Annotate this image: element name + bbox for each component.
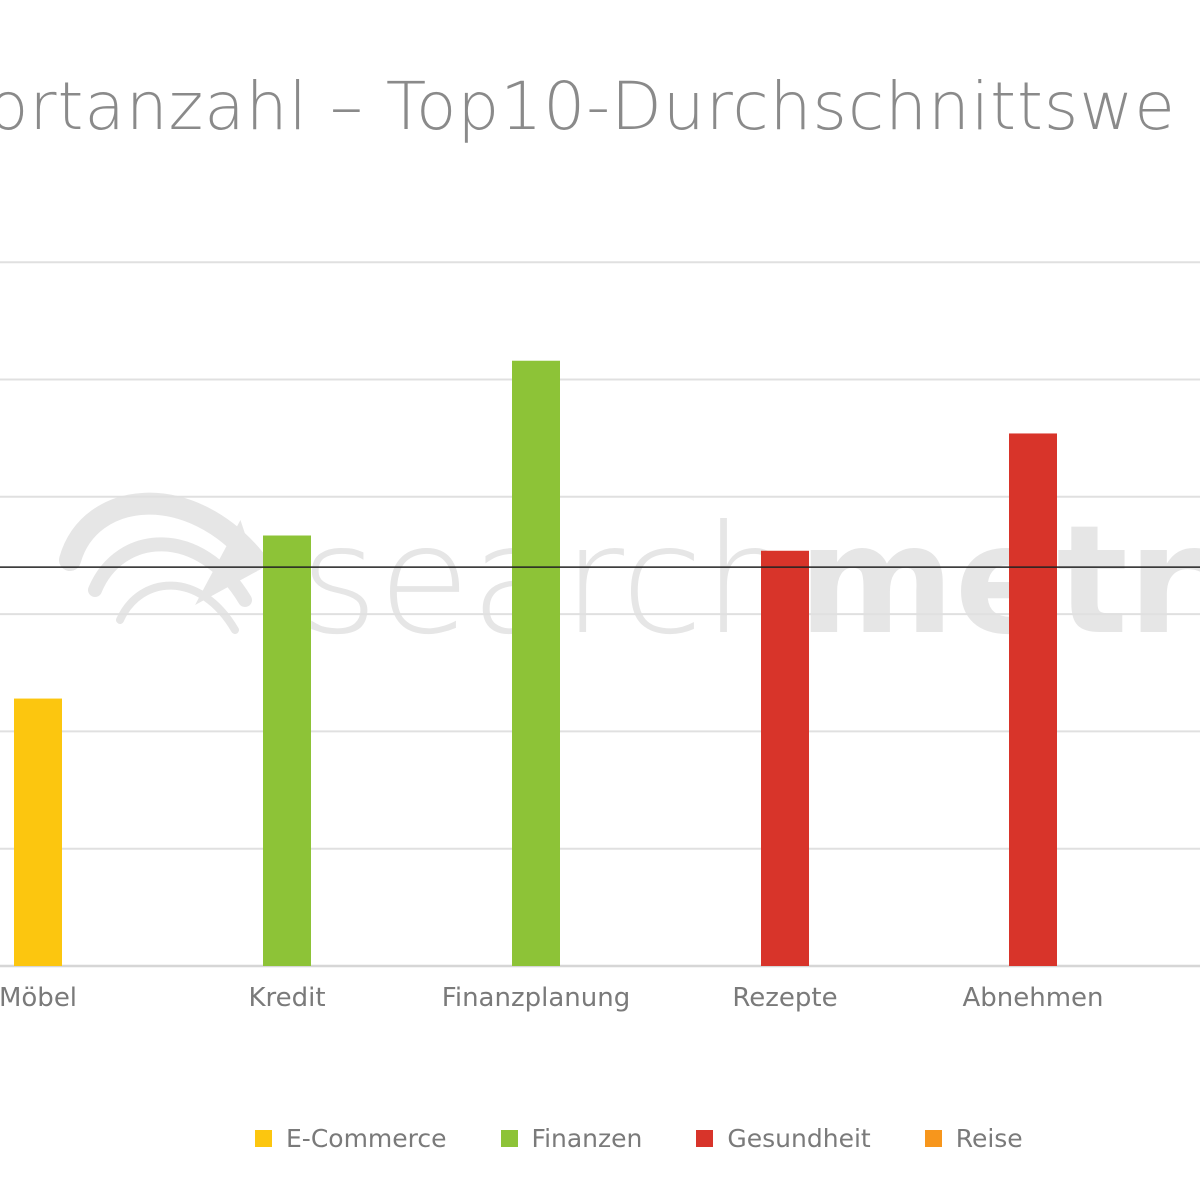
legend-label: Finanzen (531, 1124, 643, 1153)
gridlines (0, 261, 1200, 968)
x-axis-labels: Möbel Kredit Finanzplanung Rezepte Abnehmen (0, 983, 1104, 1013)
legend-label: Gesundheit (727, 1124, 871, 1153)
x-tick-label: Möbel (0, 983, 77, 1013)
watermark-bold-text: metrics (798, 494, 1200, 668)
bar-rezepte (761, 550, 809, 966)
legend: E-Commerce Finanzen Gesundheit Reise (255, 1124, 1077, 1153)
legend-swatch (696, 1130, 714, 1147)
x-tick-label: Finanzplanung (442, 983, 630, 1013)
legend-item: Gesundheit (696, 1124, 871, 1153)
legend-swatch (500, 1130, 518, 1147)
x-tick-label: Kredit (248, 983, 325, 1013)
bar-m-bel (14, 698, 62, 966)
x-tick-label: Abnehmen (962, 983, 1103, 1013)
legend-item: Reise (924, 1124, 1023, 1153)
legend-item: E-Commerce (255, 1124, 447, 1153)
legend-item: Finanzen (500, 1124, 643, 1153)
bar-kredit (263, 535, 311, 966)
legend-label: Reise (955, 1124, 1023, 1153)
bar-chart: searchmetrics Möbel Kredit Finanzplanung Re… (0, 261, 1200, 1013)
chart-title: ortanzahl – Top10-Durchschnittswe (0, 68, 1176, 145)
legend-swatch (255, 1130, 272, 1147)
bar-abnehmen (1009, 433, 1057, 966)
bar-finanzplanung (512, 360, 560, 966)
watermark-swoosh-icon (59, 492, 266, 634)
legend-label: E-Commerce (286, 1124, 447, 1153)
legend-swatch (924, 1130, 942, 1147)
svg-text:searchmetrics: searchmetrics (300, 494, 1200, 668)
bars (14, 360, 1057, 966)
x-tick-label: Rezepte (732, 983, 837, 1013)
